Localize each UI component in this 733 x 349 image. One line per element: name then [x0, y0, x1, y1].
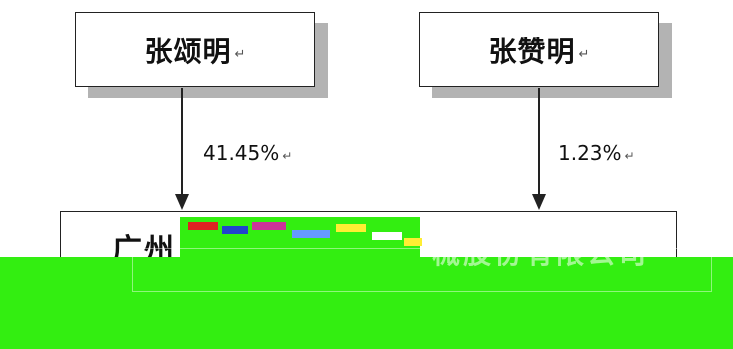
company-name-tail: 械股份有限公司	[432, 232, 649, 272]
arrowhead-shareholder-2	[532, 194, 546, 210]
paragraph-mark: ↵	[624, 149, 635, 163]
shareholder-1-name: 张颂明	[144, 34, 232, 68]
company-box-ghost-frame	[132, 248, 712, 292]
stake-value-2: 1.23%	[558, 141, 622, 165]
glitch-artifact	[404, 238, 422, 246]
glitch-artifact	[188, 222, 218, 230]
glitch-artifact	[372, 232, 402, 240]
glitch-artifact	[336, 224, 366, 232]
stake-label-2: 1.23% ↵	[558, 141, 635, 165]
stake-value-1: 41.45%	[203, 141, 280, 165]
arrowhead-shareholder-1	[175, 194, 189, 210]
paragraph-mark: ↵	[234, 47, 246, 62]
glitch-artifact	[222, 226, 248, 234]
glitch-artifact	[292, 230, 330, 238]
glitch-artifact	[252, 222, 286, 230]
redaction-overlay-band	[0, 257, 733, 349]
shareholder-1-box: 张颂明 ↵	[75, 12, 315, 87]
paragraph-mark: ↵	[282, 149, 293, 163]
stake-label-1: 41.45% ↵	[203, 141, 292, 165]
paragraph-mark: ↵	[578, 47, 590, 62]
shareholder-2-name: 张赞明	[488, 34, 576, 68]
shareholder-2-box: 张赞明 ↵	[419, 12, 659, 87]
company-name-tail-text: 械股份有限公司	[432, 237, 650, 270]
